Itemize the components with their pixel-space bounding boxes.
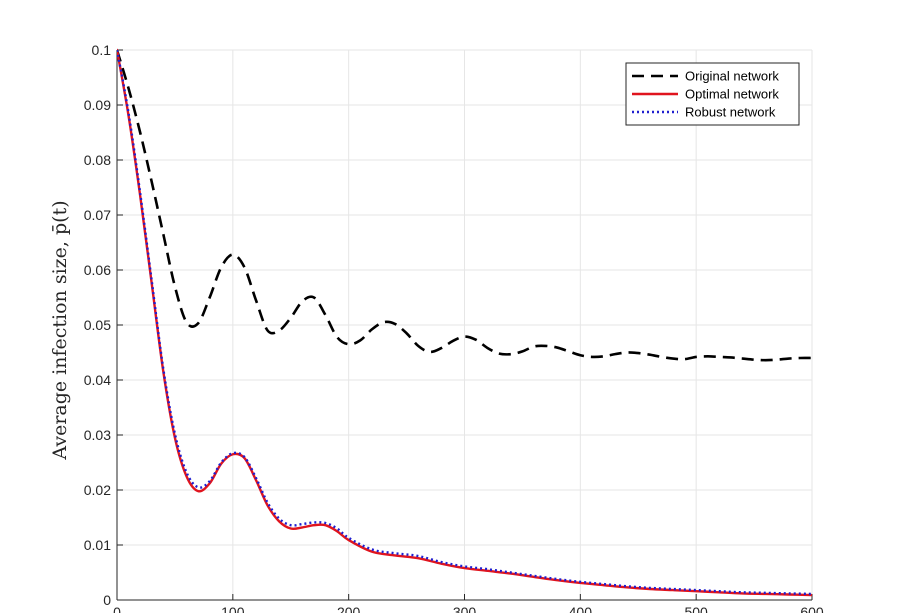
series-optimal-network <box>117 48 812 597</box>
y-tick-label: 0.07 <box>84 207 111 223</box>
y-tick-label: 0.01 <box>84 537 111 553</box>
series-layer <box>117 48 812 597</box>
y-tick-label: 0.08 <box>84 152 111 168</box>
grid <box>117 50 812 600</box>
y-tick-label: 0.09 <box>84 97 111 113</box>
legend-label: Optimal network <box>685 87 779 102</box>
y-tick-label: 0.05 <box>84 317 111 333</box>
x-tick-label: 300 <box>453 604 477 613</box>
y-tick-label: 0.03 <box>84 427 111 443</box>
y-tick-label: 0.06 <box>84 262 111 278</box>
y-tick-label: 0.02 <box>84 482 111 498</box>
y-tick-label: 0.04 <box>84 372 111 388</box>
x-tick-label: 400 <box>569 604 593 613</box>
x-tick-label: 100 <box>221 604 245 613</box>
x-tick-label: 0 <box>113 604 121 613</box>
legend-label: Original network <box>685 69 779 84</box>
legend-label: Robust network <box>685 105 776 120</box>
x-tick-label: 200 <box>337 604 361 613</box>
legend: Original network Optimal network Robust ne… <box>625 62 800 126</box>
x-tick-label: 600 <box>800 604 824 613</box>
axes <box>116 49 813 601</box>
series-original-network <box>117 49 812 362</box>
y-tick-label: 0.1 <box>92 42 112 58</box>
tick-labels: 0 0.01 0.02 0.03 0.04 0.05 0.06 0.07 0.08 0.09 0.1… <box>84 42 824 613</box>
x-tick-label: 500 <box>684 604 708 613</box>
y-tick-label: 0 <box>103 592 111 608</box>
y-axis-label: Average infection size, p̄(t) <box>49 200 71 460</box>
